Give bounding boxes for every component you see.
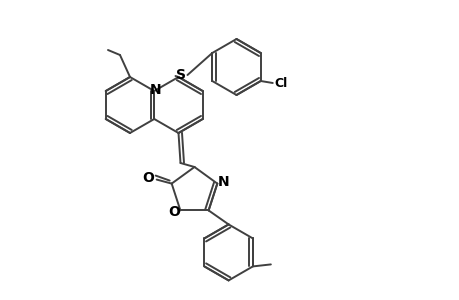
Text: N: N — [149, 83, 161, 97]
Text: O: O — [142, 171, 154, 184]
Text: Cl: Cl — [274, 76, 287, 89]
Text: S: S — [176, 68, 186, 82]
Text: O: O — [168, 206, 180, 219]
Text: N: N — [217, 175, 229, 189]
